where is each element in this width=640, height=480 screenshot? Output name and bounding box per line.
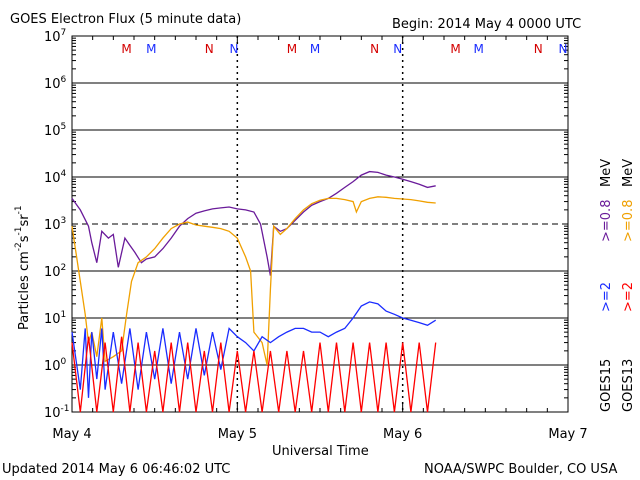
marker-label: M [121, 42, 131, 56]
x-axis-label: Universal Time [272, 444, 369, 459]
y-tick-label: 101 [44, 310, 66, 327]
x-tick-label: May 6 [383, 427, 422, 442]
y-tick-label: 106 [44, 75, 67, 92]
series-line [71, 301, 437, 398]
marker-label: M [146, 42, 156, 56]
marker-label: N [534, 42, 543, 56]
y-tick-label: 10-1 [44, 404, 70, 421]
marker-label: N [559, 42, 568, 56]
y-axis-label: Particles cm-2s-1sr-1 [14, 205, 32, 330]
y-tick-label: 102 [44, 263, 66, 280]
y-tick-label: 104 [44, 169, 67, 186]
marker-label: M [310, 42, 320, 56]
grid [71, 36, 569, 412]
chart-title: GOES Electron Flux (5 minute data) [10, 12, 241, 27]
y-tick-label: 100 [44, 357, 67, 374]
x-tick-label: May 4 [52, 427, 91, 442]
svg-text:Particles cm-2s-1sr-1: Particles cm-2s-1sr-1 [14, 205, 32, 330]
y-tick-label: 105 [44, 122, 66, 139]
series-group [71, 170, 437, 413]
marker-label: N [393, 42, 402, 56]
svg-text:GOES15 >=2 >=0.8: GOES15 >=2 >=0.8 MeV [599, 159, 614, 412]
credit: NOAA/SWPC Boulder, CO USA [424, 462, 617, 477]
series-line [71, 336, 437, 413]
y-tick-label: 107 [44, 28, 66, 45]
marker-label: N [370, 42, 379, 56]
legend-goes13: GOES13 >=2 >=0.8 MeV [621, 159, 636, 412]
series-line [71, 196, 436, 366]
y-tick-label: 103 [44, 216, 66, 233]
marker-label: N [205, 42, 214, 56]
x-tick-label: May 5 [218, 427, 257, 442]
legend-goes15: GOES15 >=2 >=0.8 MeV [599, 159, 614, 412]
tick-labels: 10-1 100 101 102 103 104 105 106 107 May 4 May 5 Ma… [44, 28, 588, 442]
begin-time: Begin: 2014 May 4 0000 UTC [392, 17, 581, 32]
marker-label: M [287, 42, 297, 56]
svg-text:GOES13 >=2 >=0.8: GOES13 >=2 >=0.8 MeV [621, 159, 636, 412]
marker-label: N [230, 42, 239, 56]
marker-label: M [450, 42, 460, 56]
series-line [71, 170, 436, 276]
x-tick-label: May 7 [548, 427, 587, 442]
updated-timestamp: Updated 2014 May 6 06:46:02 UTC [2, 462, 230, 477]
marker-label: M [474, 42, 484, 56]
